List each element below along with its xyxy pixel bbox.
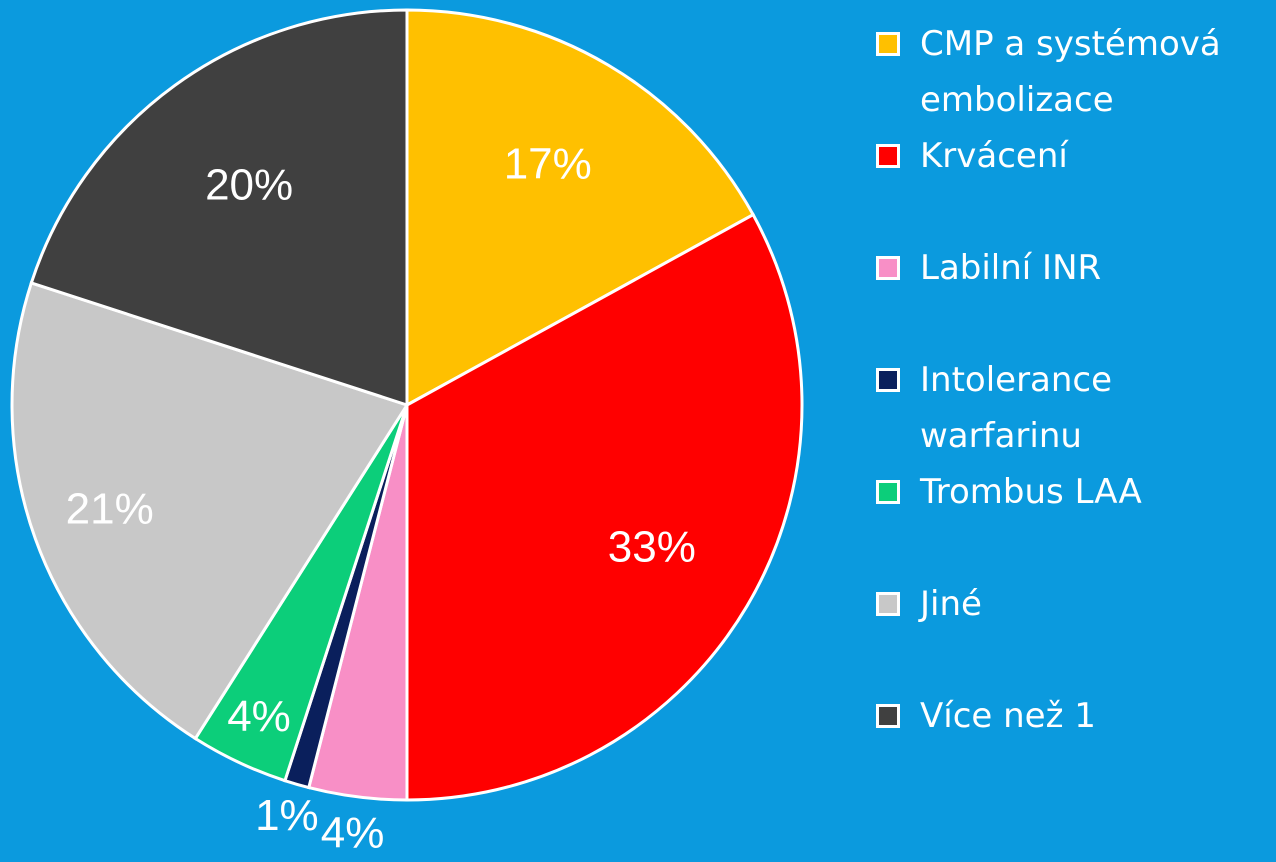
- pie-slice: [405, 212, 804, 802]
- legend-label: Krvácení: [920, 136, 1068, 176]
- data-label: 33%: [608, 522, 696, 571]
- legend-entry: CMP a systémová embolizace: [876, 16, 1276, 128]
- data-label: 17%: [504, 140, 592, 189]
- data-label: 4%: [321, 809, 385, 858]
- legend-label: Více než 1: [920, 696, 1096, 736]
- pie-slice: [405, 8, 756, 408]
- legend-label: Trombus LAA: [920, 472, 1142, 512]
- legend-swatch: [876, 256, 900, 280]
- legend-entry: Trombus LAA: [876, 464, 1276, 576]
- legend-entry: Krvácení: [876, 128, 1276, 240]
- data-label: 1%: [255, 791, 319, 840]
- legend-label: Jiné: [920, 584, 982, 624]
- legend-entry: Více než 1: [876, 688, 1276, 800]
- legend-label: Intolerance warfarinu: [920, 360, 1113, 456]
- legend-entry: Intolerance warfarinu: [876, 352, 1276, 464]
- legend-swatch: [876, 32, 900, 56]
- chart: 17%33%4%1%4%21%20%: [10, 8, 804, 858]
- pie-slice: [10, 281, 410, 741]
- legend-label: Labilní INR: [920, 248, 1102, 288]
- data-label: 4%: [227, 692, 291, 741]
- legend-entry: Jiné: [876, 576, 1276, 688]
- legend-swatch: [876, 480, 900, 504]
- legend-entry: Labilní INR: [876, 240, 1276, 352]
- pie-slice: [29, 8, 409, 408]
- legend-swatch: [876, 592, 900, 616]
- legend-swatch: [876, 368, 900, 392]
- data-label: 21%: [66, 485, 154, 534]
- legend: CMP a systémová embolizace Krvácení Labiln…: [876, 16, 1276, 800]
- data-label: 20%: [205, 160, 293, 209]
- legend-label: CMP a systémová embolizace: [920, 24, 1221, 120]
- legend-swatch: [876, 144, 900, 168]
- legend-swatch: [876, 704, 900, 728]
